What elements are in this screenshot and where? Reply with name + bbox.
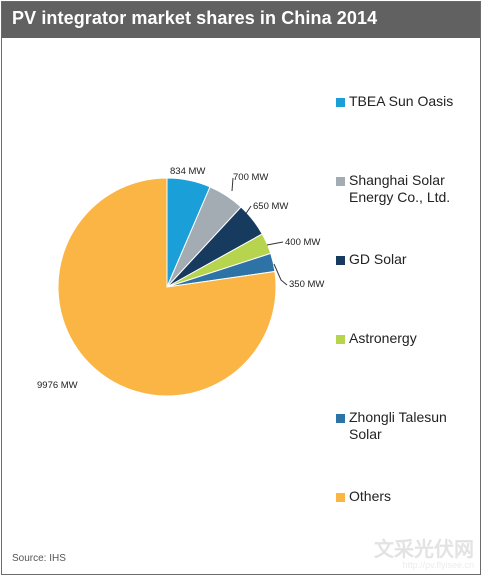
legend-swatch (336, 335, 345, 344)
legend-label: Shanghai Solar Energy Co., Ltd. (349, 172, 451, 205)
watermark-url: http://pv.flyisee.cn (402, 560, 474, 570)
legend-label: TBEA Sun Oasis (349, 93, 454, 109)
data-label-tbea: 834 MW (170, 166, 205, 177)
watermark-text: 文采光伏网 (374, 539, 474, 561)
legend-swatch (336, 256, 345, 265)
chart-header: PV integrator market shares in China 201… (2, 2, 480, 38)
chart-title: PV integrator market shares in China 201… (12, 8, 378, 28)
leader-line-shanghai-solar (231, 177, 234, 192)
legend-swatch (336, 493, 345, 502)
data-label-shanghai-solar: 700 MW (233, 172, 268, 183)
legend-label: Astronergy (349, 330, 417, 346)
pie-chart: 834 MW 700 MW 650 MW 400 MW 350 MW 9976 MW (37, 166, 324, 397)
data-label-others: 9976 MW (37, 380, 78, 391)
legend-label: Others (349, 488, 392, 504)
source-note: Source: IHS (12, 553, 66, 564)
legend-label: GD Solar (349, 251, 407, 267)
leader-line-gd-solar (244, 205, 252, 216)
leader-line-astronergy (266, 241, 284, 246)
data-label-astronergy: 400 MW (285, 237, 320, 248)
legend-swatch (336, 414, 345, 423)
legend-label: Zhongli Talesun Solar (349, 409, 447, 442)
watermark-logo: 文采光伏网 http://pv.flyisee.cn (374, 540, 474, 570)
leader-line-zhongli-talesun (273, 263, 288, 286)
pie-slice-others (57, 177, 277, 397)
data-label-gd-solar: 650 MW (253, 201, 288, 212)
legend-swatch (336, 177, 345, 186)
legend-swatch (336, 98, 345, 107)
data-label-zhongli-talesun: 350 MW (289, 279, 324, 290)
